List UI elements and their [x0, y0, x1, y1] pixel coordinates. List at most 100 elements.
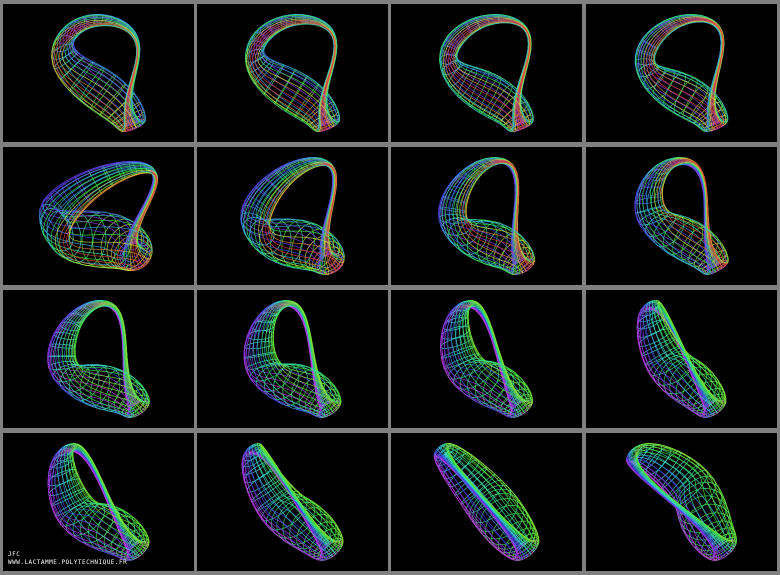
wireframe-line — [252, 22, 336, 131]
cell — [391, 147, 582, 285]
wireframe-line — [68, 15, 140, 123]
wireframe-line — [73, 305, 150, 416]
wireframe-line — [58, 24, 138, 132]
wireframe-line — [266, 164, 344, 274]
wireframe-line — [463, 160, 532, 270]
wireframe-line — [47, 449, 129, 558]
wireframe-line — [433, 454, 520, 561]
wireframe-line — [636, 452, 735, 547]
wireframe-line — [657, 163, 727, 274]
wireframe-line — [447, 448, 538, 547]
wireframe-line — [270, 305, 340, 415]
wireframe-line — [639, 303, 709, 418]
wireframe-line — [464, 161, 533, 270]
wireframe-line — [271, 301, 340, 409]
wireframe-line — [259, 448, 339, 552]
wireframe-line — [436, 448, 529, 558]
wireframe-line — [67, 170, 155, 266]
wireframe-line — [40, 163, 158, 260]
wireframe-line — [268, 301, 341, 411]
wireframe-line — [657, 304, 723, 409]
wireframe-line — [74, 304, 150, 415]
cell — [197, 4, 388, 142]
cell — [197, 147, 388, 285]
author-credit: JFC — [8, 551, 21, 558]
url-credit: WWW.LACTAMME.POLYTECHNIQUE.FR — [8, 559, 128, 566]
wireframe-line — [247, 159, 333, 262]
wireframe-line — [59, 170, 158, 271]
wireframe-line — [658, 303, 726, 407]
wireframe-line — [245, 304, 321, 413]
cell-background — [391, 4, 582, 142]
cell — [586, 147, 777, 285]
wireframe-line — [245, 17, 337, 132]
wireframe-line — [661, 160, 728, 268]
wireframe-line — [639, 163, 713, 273]
cell — [197, 290, 388, 428]
wireframe-line — [462, 306, 527, 415]
wireframe-line — [467, 304, 532, 411]
wireframe-line — [68, 449, 143, 557]
wireframe-line — [441, 16, 532, 133]
wireframe-line — [52, 21, 139, 133]
wireframe-line — [246, 446, 330, 560]
wireframe-line — [70, 16, 141, 123]
cell — [3, 290, 194, 428]
wireframe-line — [446, 450, 536, 549]
wireframe-line — [447, 19, 531, 131]
wireframe-line — [447, 446, 538, 545]
wireframe-line — [269, 165, 345, 274]
cell — [391, 290, 582, 428]
cell — [3, 147, 194, 285]
wireframe-line — [51, 19, 139, 132]
wireframe-line — [54, 169, 159, 271]
wireframe-line — [243, 448, 327, 561]
wireframe-line — [272, 304, 342, 413]
wireframe-line — [440, 159, 517, 267]
wireframe-line — [439, 15, 532, 132]
wireframe-line — [260, 447, 341, 549]
wireframe-line — [71, 446, 148, 552]
wireframe-line — [465, 162, 535, 273]
wireframe-line — [268, 164, 345, 274]
wireframe-line — [69, 301, 149, 414]
wireframe-line — [653, 21, 729, 132]
wireframe-line — [71, 305, 148, 417]
wireframe-line — [54, 15, 144, 130]
wireframe-line — [434, 452, 522, 561]
cell — [391, 433, 582, 571]
wireframe-line — [71, 444, 150, 547]
cell — [3, 4, 194, 142]
wireframe-line — [637, 305, 707, 418]
wireframe-line — [248, 305, 323, 415]
wireframe-line — [440, 305, 513, 415]
wireframe-line — [68, 171, 155, 268]
wireframe-line — [464, 163, 535, 274]
wireframe-line — [262, 162, 342, 274]
wireframe-line — [456, 22, 534, 132]
cell — [586, 290, 777, 428]
cell-background — [197, 290, 388, 428]
wireframe-line — [643, 16, 726, 132]
wireframe-line — [632, 444, 737, 547]
wireframe-line — [67, 24, 143, 131]
cell-background — [3, 290, 194, 428]
wireframe-line — [642, 302, 712, 418]
cell — [391, 4, 582, 142]
cell — [586, 4, 777, 142]
wireframe-line — [53, 22, 138, 132]
wireframe-line — [660, 162, 729, 272]
wireframe-line — [267, 305, 338, 417]
wireframe-line — [240, 157, 335, 265]
wireframe-line — [635, 454, 734, 550]
wireframe-line — [248, 445, 333, 558]
wireframe-line — [648, 18, 724, 129]
cell — [3, 433, 194, 571]
wireframe-line — [636, 449, 736, 545]
wireframe-line — [68, 172, 157, 269]
wireframe-line — [250, 453, 328, 560]
wireframe-line — [657, 158, 727, 270]
wireframe-line — [246, 18, 337, 133]
wireframe-line — [462, 163, 534, 275]
